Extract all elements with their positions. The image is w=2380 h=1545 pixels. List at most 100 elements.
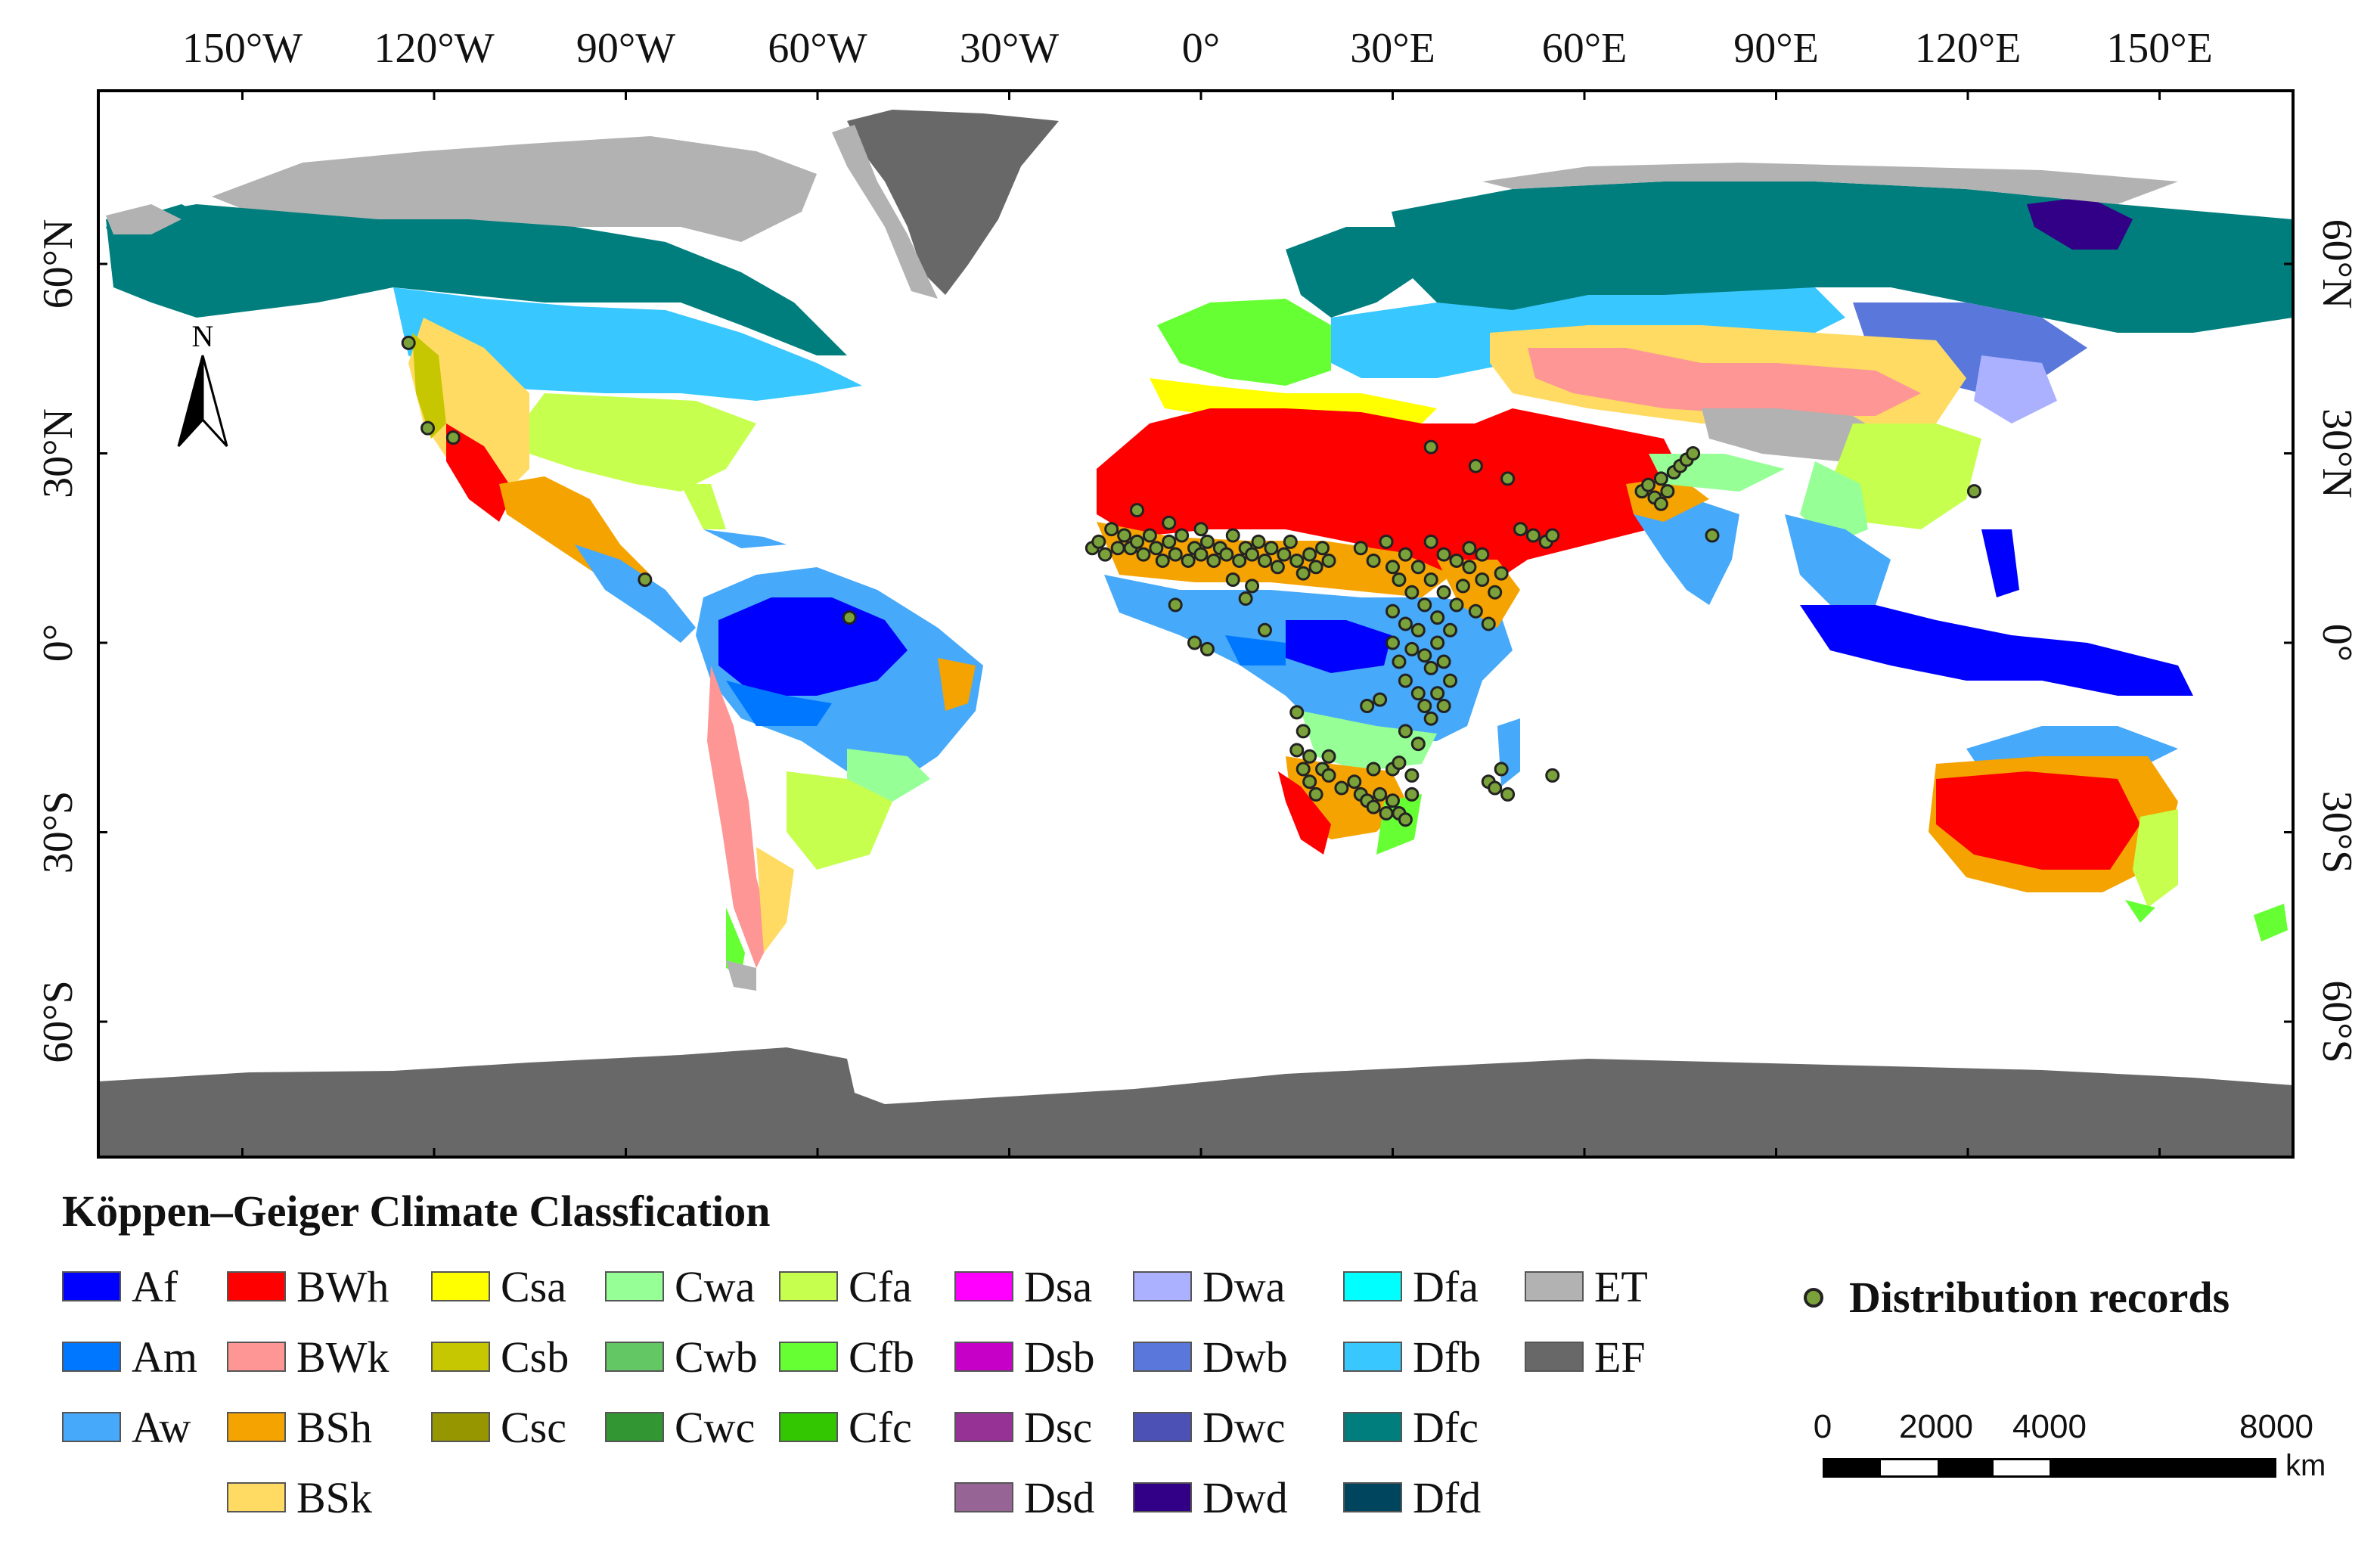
distribution-record-point [1385,560,1400,575]
lat-tick-label: 30°N [2313,408,2360,498]
lat-tick-label: 60°N [2313,219,2360,309]
legend-swatch [1343,1271,1402,1301]
lon-tick-label: 150°E [2106,25,2213,72]
legend-code: Af [132,1261,178,1311]
legend-item-cfa: Cfa [779,1262,912,1311]
distribution-record-point [445,430,461,445]
distribution-record-point [1705,528,1720,543]
distribution-record-point [1475,547,1490,562]
distribution-record-point [1410,737,1426,752]
distribution-record-point [1404,585,1420,600]
distribution-record-point [1430,610,1445,625]
legend-code: EF [1594,1332,1646,1382]
distribution-record-point [1462,560,1477,575]
legend-code: Csb [501,1332,569,1382]
scale-bar-graphic [1823,1458,2276,1478]
florida-cfa [681,484,726,529]
distribution-record-point [1404,786,1420,802]
distribution-record-point [1097,547,1112,562]
distribution-record-point [1488,585,1503,600]
distribution-record-point [420,420,436,436]
distribution-record-point [1373,786,1388,802]
distribution-record-point [1392,654,1407,669]
distribution-record-point [1162,534,1177,549]
east-siberia-dfd [2027,197,2133,250]
legend-item-bsk: BSk [227,1473,372,1522]
legend-item-cwb: Cwb [605,1332,758,1382]
distribution-record-point [1494,762,1509,777]
chile-cfb [726,907,745,976]
distribution-record-point [1423,711,1438,726]
legend-item-dfa: Dfa [1343,1262,1479,1311]
distribution-record-point [1423,439,1438,455]
legend-code: Cfc [849,1402,912,1452]
distribution-record-point [1462,541,1477,556]
distribution-record-point [1449,553,1464,568]
europe-cfb [1157,299,1331,386]
distribution-record-point [1653,496,1668,511]
distribution-record-point [1475,572,1490,587]
india-aw [1634,499,1739,605]
legend-code: Csc [501,1402,566,1452]
legend-swatch [227,1412,286,1442]
legend-code: Cwc [675,1402,756,1452]
distribution-record-point [1360,699,1375,713]
distribution-record-point [1686,446,1701,461]
distribution-record-point [1238,591,1253,607]
africa-am [1225,635,1286,665]
distribution-record-point [1430,686,1445,701]
legend-item-am: Am [62,1332,197,1382]
legend-code: ET [1594,1261,1648,1311]
legend-swatch [431,1412,490,1442]
distribution-record-point [1436,699,1451,713]
distribution-record-point [1410,560,1426,575]
legend-swatch [605,1412,664,1442]
distribution-record-point [638,572,653,587]
lon-tick-label: 0° [1182,25,1220,72]
distribution-record-point [1392,572,1407,587]
distribution-record-point [1245,579,1260,594]
legend-item-csa: Csa [431,1262,566,1311]
distribution-record-point [1385,603,1400,619]
legend-item-dfc: Dfc [1343,1403,1479,1452]
greenland-et [832,125,938,299]
legend-title: Köppen–Geiger Climate Classfication [62,1187,771,1236]
lat-tick-label: 30°S [35,791,82,874]
legend-code: Cwa [675,1261,756,1311]
distribution-record-point [1225,528,1240,543]
legend-swatch [1343,1342,1402,1372]
scale-tick-4000: 4000 [2012,1408,2087,1445]
distribution-record-point [1966,484,1981,499]
legend-code: Am [132,1332,197,1382]
distribution-record-point [1258,622,1272,638]
distribution-record-point [1436,547,1451,562]
legend-swatch [1133,1271,1192,1301]
distribution-record-point [1321,553,1336,568]
legend-item-csc: Csc [431,1403,566,1452]
lon-tick-label: 120°W [374,25,494,72]
legend-item-csb: Csb [431,1332,569,1382]
west-coast-csb [412,333,446,439]
legend-code: Dfb [1413,1332,1482,1382]
legend-item-cwc: Cwc [605,1403,755,1452]
legend-swatch [1133,1412,1192,1442]
tierra-et [726,960,756,991]
legend-item-ef: EF [1525,1332,1646,1382]
legend-swatch [62,1342,121,1372]
brazil-bsh [938,658,976,711]
distribution-record-point [1392,755,1407,771]
distribution-record-point [1417,699,1432,713]
distribution-record-point [1449,597,1464,613]
distribution-record-point [1091,534,1106,549]
legend-code: Dsb [1024,1332,1095,1382]
legend-item-dwa: Dwa [1133,1262,1286,1311]
distribution-record-point [401,335,416,350]
lon-tick-label: 90°E [1733,25,1819,72]
distribution-record-point [1398,724,1413,739]
distribution-record-point [1366,762,1381,777]
legend-item-dfb: Dfb [1343,1332,1482,1382]
distribution-record-point [1641,477,1655,492]
southeast-brazil-cwa [847,749,930,802]
distribution-record-point [1296,724,1311,739]
tasmania-cfb [2125,900,2155,923]
